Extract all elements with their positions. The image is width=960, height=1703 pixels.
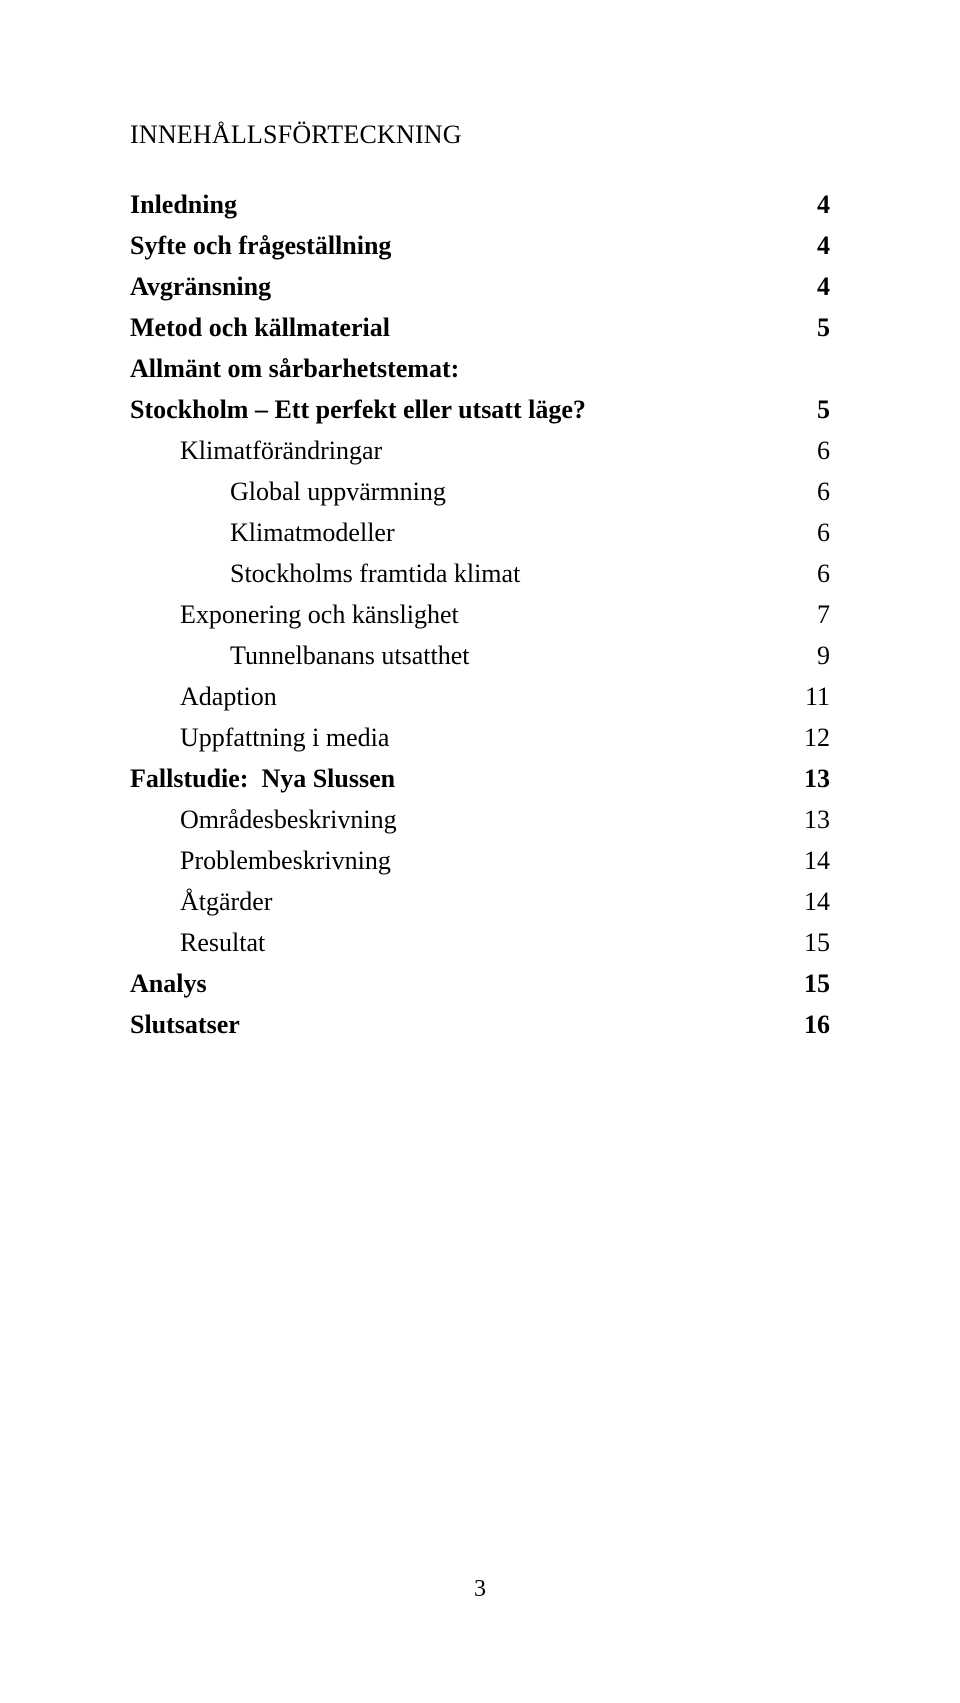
toc-entry: Klimatmodeller 6 xyxy=(130,520,830,546)
toc-list: Inledning 4 Syfte och frågeställning 4 A… xyxy=(130,192,830,1038)
toc-page: 13 xyxy=(790,766,830,792)
toc-label: Analys xyxy=(130,971,207,997)
toc-label: Avgränsning xyxy=(130,274,271,300)
toc-entry: Resultat 15 xyxy=(130,930,830,956)
toc-label: Global uppvärmning xyxy=(230,479,446,505)
toc-page: 13 xyxy=(790,807,830,833)
toc-label: Syfte och frågeställning xyxy=(130,233,391,259)
toc-entry: Global uppvärmning 6 xyxy=(130,479,830,505)
toc-page: 11 xyxy=(790,684,830,710)
toc-entry: Avgränsning 4 xyxy=(130,274,830,300)
toc-label: Områdesbeskrivning xyxy=(180,807,397,833)
toc-page: 15 xyxy=(790,971,830,997)
toc-entry: Problembeskrivning 14 xyxy=(130,848,830,874)
toc-label: Allmänt om sårbarhetstemat: xyxy=(130,356,459,382)
toc-entry: Analys 15 xyxy=(130,971,830,997)
toc-label: Metod och källmaterial xyxy=(130,315,390,341)
toc-page: 14 xyxy=(790,889,830,915)
document-page: INNEHÅLLSFÖRTECKNING Inledning 4 Syfte o… xyxy=(0,0,960,1703)
toc-label: Problembeskrivning xyxy=(180,848,391,874)
toc-entry: Åtgärder 14 xyxy=(130,889,830,915)
toc-entry: Stockholm – Ett perfekt eller utsatt läg… xyxy=(130,397,830,423)
toc-entry: Klimatförändringar 6 xyxy=(130,438,830,464)
toc-page: 4 xyxy=(790,233,830,259)
toc-page: 9 xyxy=(790,643,830,669)
toc-entry: Slutsatser 16 xyxy=(130,1012,830,1038)
toc-page: 14 xyxy=(790,848,830,874)
toc-label: Resultat xyxy=(180,930,265,956)
toc-page: 12 xyxy=(790,725,830,751)
toc-entry: Metod och källmaterial 5 xyxy=(130,315,830,341)
toc-page: 5 xyxy=(790,397,830,423)
toc-page: 16 xyxy=(790,1012,830,1038)
toc-label: Uppfattning i media xyxy=(180,725,389,751)
toc-page: 5 xyxy=(790,315,830,341)
toc-page: 15 xyxy=(790,930,830,956)
toc-page: 6 xyxy=(790,561,830,587)
page-number: 3 xyxy=(0,1576,960,1603)
toc-label: Klimatmodeller xyxy=(230,520,395,546)
toc-label: Stockholm – Ett perfekt eller utsatt läg… xyxy=(130,397,586,423)
toc-label: Slutsatser xyxy=(130,1012,240,1038)
toc-label: Fallstudie: Nya Slussen xyxy=(130,766,395,792)
toc-label: Adaption xyxy=(180,684,277,710)
toc-entry: Adaption 11 xyxy=(130,684,830,710)
toc-label: Inledning xyxy=(130,192,237,218)
toc-entry: Inledning 4 xyxy=(130,192,830,218)
toc-label: Stockholms framtida klimat xyxy=(230,561,520,587)
toc-entry: Fallstudie: Nya Slussen 13 xyxy=(130,766,830,792)
toc-label: Åtgärder xyxy=(180,889,272,915)
toc-page: 6 xyxy=(790,438,830,464)
toc-label: Exponering och känslighet xyxy=(180,602,459,628)
toc-entry: Stockholms framtida klimat 6 xyxy=(130,561,830,587)
toc-page: 4 xyxy=(790,192,830,218)
toc-page: 4 xyxy=(790,274,830,300)
toc-entry: Syfte och frågeställning 4 xyxy=(130,233,830,259)
toc-page: 6 xyxy=(790,520,830,546)
toc-entry: Uppfattning i media 12 xyxy=(130,725,830,751)
toc-entry: Tunnelbanans utsatthet 9 xyxy=(130,643,830,669)
toc-entry: Allmänt om sårbarhetstemat: xyxy=(130,356,830,382)
toc-label: Tunnelbanans utsatthet xyxy=(230,643,470,669)
toc-page: 6 xyxy=(790,479,830,505)
toc-label: Klimatförändringar xyxy=(180,438,382,464)
toc-entry: Exponering och känslighet 7 xyxy=(130,602,830,628)
toc-entry: Områdesbeskrivning 13 xyxy=(130,807,830,833)
toc-title: INNEHÅLLSFÖRTECKNING xyxy=(130,120,830,150)
toc-page: 7 xyxy=(790,602,830,628)
